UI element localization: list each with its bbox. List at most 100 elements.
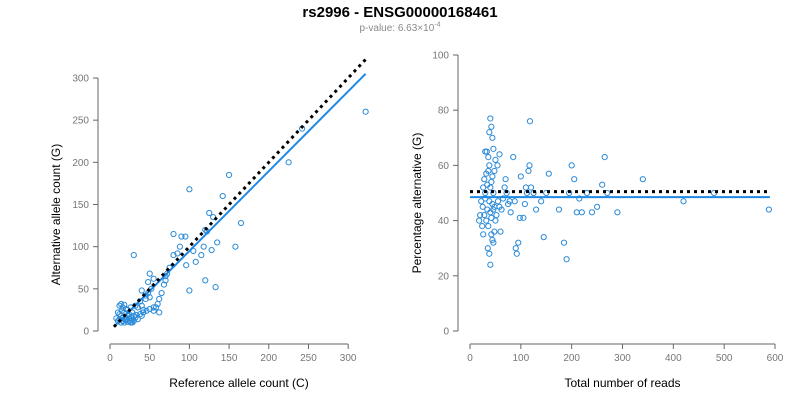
data-point [232,243,239,250]
data-point [130,317,137,324]
data-point [476,217,483,224]
x-tick-label: 250 [300,353,317,364]
data-point [182,233,189,240]
data-point [568,162,575,169]
data-point [555,206,563,213]
data-point [156,309,163,316]
data-point [522,184,530,191]
data-point [489,173,496,180]
data-point [176,243,183,250]
data-point [486,162,493,169]
data-point [545,170,552,177]
x-tick-label: 150 [221,353,238,364]
data-point [479,223,486,230]
y-tick-label: 100 [432,51,449,62]
expected-ratio-line [112,58,367,328]
data-point [479,203,486,210]
data-point [478,198,485,205]
data-point [494,162,501,169]
data-point [599,181,606,188]
x-tick-label: 300 [614,353,631,364]
data-point [198,252,205,259]
data-point [498,206,505,213]
data-point [362,108,369,115]
data-point [512,245,519,252]
data-point [516,214,523,221]
data-point [481,211,488,219]
data-point [170,230,177,238]
y-axis-label: Percentage alternative (G) [410,133,424,274]
data-point [162,277,169,284]
data-point [134,316,141,323]
data-point [496,151,503,158]
data-point [122,316,129,324]
p-value-text: p-value: 6.63×10 [359,23,435,34]
data-point [178,233,185,240]
x-tick-label: 600 [767,353,784,364]
data-point [130,252,137,259]
data-point [501,184,508,191]
data-point [208,246,215,254]
data-point [145,278,152,286]
data-point [134,304,141,311]
data-point [140,309,147,316]
data-point [219,192,226,200]
data-point [146,270,153,277]
x-tick-label: 100 [512,353,529,364]
data-point [183,262,190,269]
data-point [156,295,163,303]
x-tick-label: 0 [107,353,113,364]
y-tick-label: 300 [72,74,89,85]
data-point [143,307,150,314]
data-point [186,186,193,193]
data-point [142,295,149,303]
data-point [680,198,687,205]
data-point [237,219,245,227]
data-point [520,214,527,221]
data-point [490,206,497,213]
data-point [563,256,570,263]
data-point [502,176,509,183]
data-point [152,304,160,311]
y-tick-label: 100 [72,242,89,253]
data-point [487,115,494,122]
data-point [499,195,507,202]
data-point [521,200,529,208]
y-tick-label: 150 [72,200,89,211]
data-point [507,209,514,216]
data-point [578,209,585,216]
data-point [146,305,153,313]
data-point [483,148,490,155]
data-point [146,294,153,301]
data-point [214,239,221,246]
x-axis-label: Reference allele count (C) [169,376,308,390]
data-point [200,243,207,250]
y-tick-label: 40 [438,216,450,227]
data-point [527,184,535,191]
data-point [517,173,524,180]
data-point [486,129,493,136]
y-tick-label: 20 [438,271,450,282]
data-point [588,209,596,216]
data-point [137,311,144,318]
data-point [513,250,520,257]
chart-subtitle: p-value: 6.63×10-4 [0,21,800,34]
data-point [485,223,492,230]
y-tick-label: 60 [438,161,450,172]
data-point [515,239,522,246]
data-point [491,167,498,175]
data-point [538,198,545,205]
data-point [150,275,157,282]
data-point [186,287,193,294]
data-point [490,145,497,152]
data-point [480,231,487,238]
y-axis-label: Alternative allele count (G) [49,144,63,285]
data-point [614,209,621,216]
x-axis-label: Total number of reads [564,376,680,390]
chart-title: rs2996 - ENSG00000168461 [302,4,498,21]
x-tick-label: 400 [665,353,682,364]
data-point [484,245,491,252]
p-value-exponent: -4 [434,21,441,29]
data-point [560,239,568,246]
data-point [492,217,499,224]
